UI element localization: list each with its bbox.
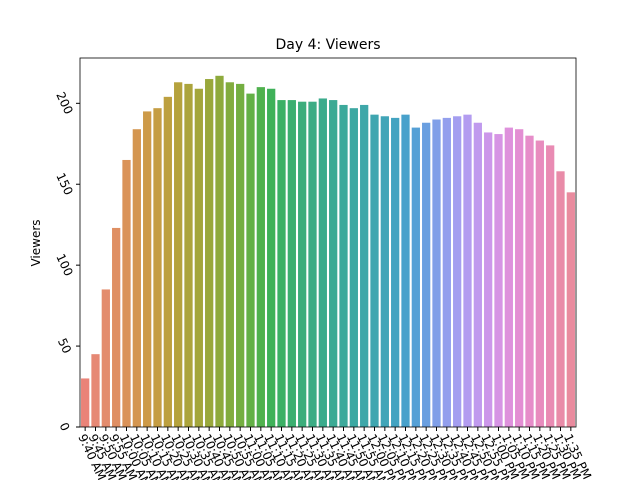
bar <box>153 108 162 427</box>
bar <box>329 100 338 427</box>
bar <box>236 83 245 427</box>
y-tick-label: 50 <box>55 336 74 356</box>
bar <box>91 354 100 427</box>
bar <box>143 111 152 427</box>
bar <box>81 378 90 427</box>
y-axis-label: Viewers <box>29 219 43 266</box>
bar <box>370 114 379 427</box>
bar <box>163 96 172 427</box>
bar <box>318 98 327 428</box>
bar <box>411 127 420 427</box>
bar <box>246 93 255 428</box>
bar <box>442 117 451 427</box>
bar <box>504 127 513 427</box>
bar <box>101 289 110 427</box>
bar <box>525 135 534 427</box>
bar <box>484 132 493 427</box>
bar <box>194 88 203 427</box>
axes-frame <box>79 57 577 428</box>
bar <box>267 88 276 427</box>
bar <box>122 159 131 428</box>
bar <box>473 122 482 427</box>
bar <box>112 227 121 427</box>
bar <box>339 104 348 428</box>
y-tick-label: 150 <box>53 171 75 198</box>
bar <box>277 100 286 427</box>
bar <box>401 114 410 427</box>
y-tick-label: 200 <box>53 90 75 117</box>
y-tick-label: 0 <box>56 420 72 433</box>
bar <box>535 140 544 427</box>
bar <box>174 82 183 428</box>
bar <box>132 129 141 428</box>
bar <box>463 114 472 427</box>
bar <box>422 122 431 427</box>
bar <box>546 145 555 428</box>
bar <box>380 116 389 428</box>
bar <box>391 117 400 427</box>
bar <box>287 100 296 427</box>
bar <box>432 119 441 427</box>
bar <box>360 104 369 428</box>
bar <box>515 129 524 428</box>
chart-title: Day 4: Viewers <box>275 37 380 53</box>
bar <box>298 101 307 428</box>
bar <box>453 116 462 428</box>
bar <box>556 171 565 427</box>
bar <box>215 75 224 427</box>
bar <box>225 82 234 428</box>
bar <box>205 79 214 427</box>
bar <box>184 83 193 427</box>
bar <box>566 192 575 427</box>
bar <box>494 134 503 427</box>
bar <box>349 108 358 427</box>
bar <box>256 87 265 427</box>
y-tick-label: 100 <box>53 252 75 279</box>
bar <box>308 101 317 428</box>
